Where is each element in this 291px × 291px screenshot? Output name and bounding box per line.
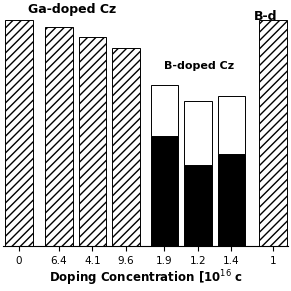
Bar — [218, 154, 245, 246]
Bar — [151, 136, 178, 246]
Bar — [5, 20, 33, 246]
Bar — [218, 96, 245, 154]
Text: Ga-doped Cz: Ga-doped Cz — [28, 3, 116, 16]
Bar — [151, 85, 178, 136]
Bar — [79, 36, 106, 246]
Bar — [112, 48, 140, 246]
X-axis label: Doping Concentration [10$^{16}$ c: Doping Concentration [10$^{16}$ c — [49, 269, 242, 288]
Text: B-d: B-d — [254, 10, 278, 23]
Bar — [260, 20, 287, 246]
Bar — [45, 27, 73, 246]
Bar — [184, 101, 212, 166]
Text: B-doped Cz: B-doped Cz — [164, 61, 235, 72]
Bar — [184, 166, 212, 246]
